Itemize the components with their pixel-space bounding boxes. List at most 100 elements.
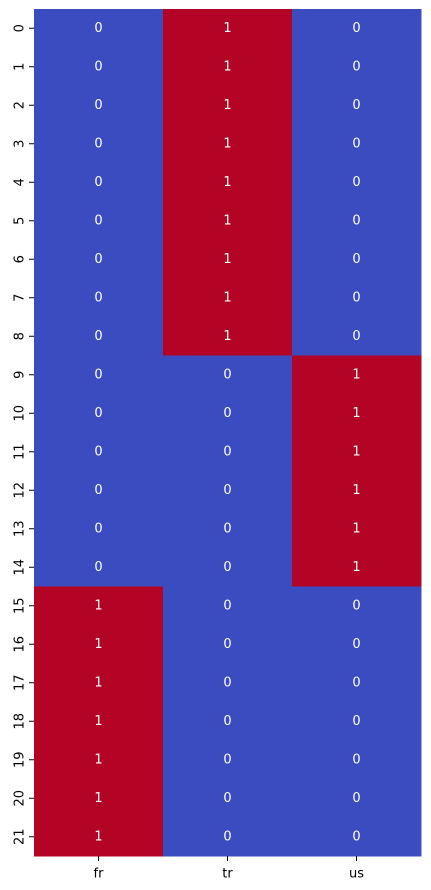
cell-value-label: 1	[223, 175, 231, 190]
cell-value-label: 0	[352, 136, 360, 151]
cell-value-label: 1	[352, 406, 360, 421]
heatmap-cell	[34, 663, 164, 703]
y-tick-label: 16	[13, 636, 28, 653]
cell-value-label: 1	[94, 829, 102, 844]
heatmap-cell	[34, 163, 164, 202]
cell-value-label: 1	[352, 521, 360, 536]
heatmap-cell	[163, 163, 293, 202]
heatmap-cell	[292, 509, 422, 549]
heatmap-cells	[34, 9, 422, 857]
y-tick-label: 7	[13, 294, 28, 302]
heatmap-cell	[292, 201, 422, 241]
heatmap-cell	[163, 702, 293, 741]
y-tick-label: 0	[13, 24, 28, 32]
heatmap-cell	[292, 47, 422, 87]
y-tick-label: 13	[13, 520, 28, 537]
heatmap-cell	[292, 86, 422, 125]
cell-value-label: 1	[223, 329, 231, 344]
heatmap-cell	[34, 548, 164, 587]
y-tick-label: 4	[13, 178, 28, 186]
y-tick-label: 9	[13, 371, 28, 379]
heatmap-cell	[292, 586, 422, 626]
heatmap-cell	[34, 278, 164, 318]
heatmap-cell	[163, 394, 293, 433]
cell-value-label: 0	[352, 98, 360, 113]
heatmap-cell	[34, 702, 164, 741]
heatmap-cell	[34, 625, 164, 664]
heatmap-cell	[163, 432, 293, 472]
heatmap-cell	[292, 9, 422, 48]
y-tick-label: 6	[13, 255, 28, 263]
cell-value-label: 0	[223, 483, 231, 498]
heatmap-cell	[34, 47, 164, 87]
y-tick-label: 12	[13, 482, 28, 499]
y-tick-label: 5	[13, 217, 28, 225]
cell-value-label: 0	[94, 252, 102, 267]
cell-value-label: 0	[352, 290, 360, 305]
y-tick-label: 3	[13, 140, 28, 148]
cell-value-label: 0	[94, 290, 102, 305]
heatmap-cell	[292, 702, 422, 741]
cell-value-label: 0	[223, 406, 231, 421]
heatmap-cell	[163, 201, 293, 241]
cell-value-label: 1	[352, 444, 360, 459]
y-tick-label: 18	[13, 713, 28, 730]
heatmap-cell	[292, 240, 422, 279]
y-tick-label: 10	[13, 405, 28, 422]
heatmap-cell	[34, 586, 164, 626]
cell-value-label: 0	[223, 714, 231, 729]
cell-value-label: 1	[223, 98, 231, 113]
cell-annotations: 0 1 0 0 1 0 0 1 0 0 1 0 0 1 0 0 1 0 0 1 0 0 1 0 0 1 0 0 0 1 0 0 1 0 0 1 0 0 1 0…	[94, 21, 360, 845]
heatmap-cell	[163, 9, 293, 48]
heatmap-cell	[34, 355, 164, 395]
cell-value-label: 1	[352, 367, 360, 382]
cell-value-label: 0	[352, 252, 360, 267]
heatmap-cell	[34, 471, 164, 510]
y-tick-label: 20	[13, 790, 28, 807]
heatmap-cell	[292, 663, 422, 703]
heatmap-cell	[34, 817, 164, 857]
cell-value-label: 0	[223, 521, 231, 536]
cell-value-label: 1	[223, 59, 231, 74]
heatmap-cell	[163, 509, 293, 549]
heatmap-cell	[34, 432, 164, 472]
y-tick-label: 14	[13, 559, 28, 576]
heatmap-cell	[34, 124, 164, 164]
cell-value-label: 0	[352, 598, 360, 613]
cell-value-label: 0	[223, 367, 231, 382]
heatmap-cell	[292, 432, 422, 472]
heatmap-cell	[292, 471, 422, 510]
cell-value-label: 1	[94, 714, 102, 729]
cell-value-label: 1	[94, 752, 102, 767]
cell-value-label: 0	[94, 21, 102, 36]
heatmap-cell	[34, 779, 164, 818]
cell-value-label: 0	[352, 59, 360, 74]
heatmap-cell	[292, 278, 422, 318]
cell-value-label: 0	[94, 483, 102, 498]
heatmap-cell	[34, 509, 164, 549]
cell-value-label: 1	[94, 598, 102, 613]
heatmap-cell	[34, 201, 164, 241]
cell-value-label: 0	[352, 714, 360, 729]
cell-value-label: 0	[94, 213, 102, 228]
cell-value-label: 0	[94, 98, 102, 113]
cell-value-label: 0	[352, 752, 360, 767]
cell-value-label: 0	[223, 598, 231, 613]
heatmap-cell	[34, 394, 164, 433]
heatmap-cell	[163, 471, 293, 510]
cell-value-label: 1	[94, 675, 102, 690]
heatmap-cell	[292, 740, 422, 780]
heatmap-cell	[34, 9, 164, 48]
heatmap-cell	[292, 779, 422, 818]
heatmap-cell	[34, 240, 164, 279]
cell-value-label: 0	[352, 175, 360, 190]
heatmap-cell	[292, 817, 422, 857]
heatmap-cell	[163, 47, 293, 87]
cell-value-label: 0	[94, 136, 102, 151]
cell-value-label: 0	[223, 829, 231, 844]
heatmap-cell	[292, 394, 422, 433]
cell-value-label: 0	[223, 444, 231, 459]
cell-value-label: 0	[94, 521, 102, 536]
